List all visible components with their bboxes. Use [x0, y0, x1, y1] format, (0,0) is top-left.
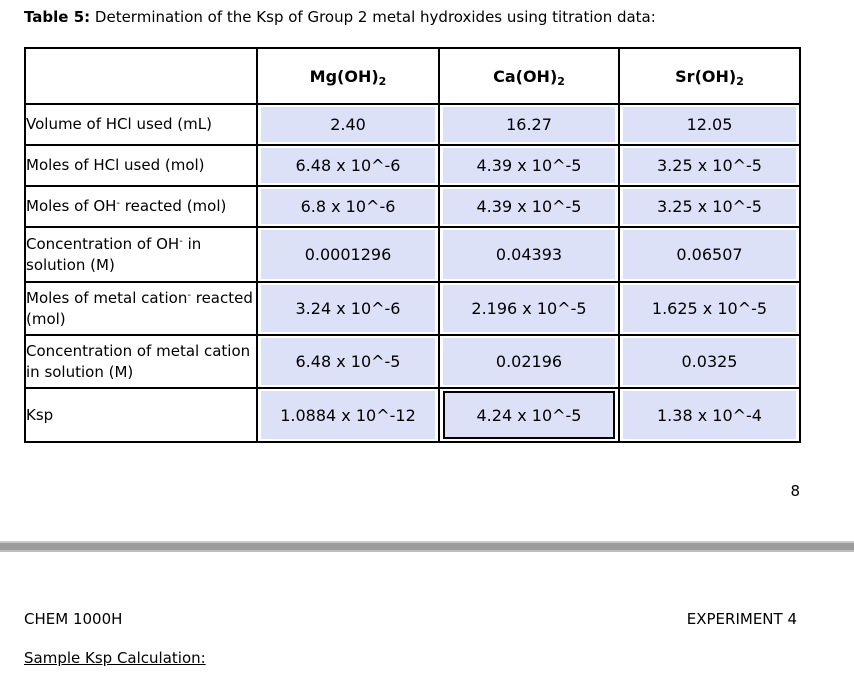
column-header-ca: Ca(OH)2: [438, 47, 620, 105]
subscript: 2: [736, 74, 744, 88]
row-label: Volume of HCl used (mL): [24, 103, 258, 146]
table-row-ksp: Ksp 1.0884 x 10^-12 4.24 x 10^-5 1.38 x …: [24, 387, 801, 443]
superscript-minus: -: [179, 235, 183, 247]
subscript: 2: [378, 74, 387, 88]
value-cell: 6.48 x 10^-6: [256, 144, 440, 187]
value-cell: 12.05: [618, 103, 801, 146]
column-header-label: Ca(OH): [493, 66, 558, 86]
value-cell: 6.8 x 10^-6: [256, 185, 440, 228]
row-label: Concentration of OH- in solution (M): [24, 226, 258, 283]
table-row-moles-hcl: Moles of HCl used (mol) 6.48 x 10^-6 4.3…: [24, 144, 801, 187]
table-row-moles-cation: Moles of metal cation- reacted (mol) 3.2…: [24, 281, 801, 336]
page-title: Table 5: Determination of the Ksp of Gro…: [24, 8, 656, 26]
row-label: Moles of metal cation- reacted (mol): [24, 281, 258, 336]
row-label: Concentration of metal cation in solutio…: [24, 334, 258, 389]
value-cell: 0.04393: [438, 226, 620, 283]
value-cell: 6.48 x 10^-5: [256, 334, 440, 389]
corner-cell: [24, 47, 258, 105]
row-label: Moles of OH- reacted (mol): [24, 185, 258, 228]
table-row-moles-oh: Moles of OH- reacted (mol) 6.8 x 10^-6 4…: [24, 185, 801, 228]
value-cell: 0.02196: [438, 334, 620, 389]
value-cell: 1.38 x 10^-4: [618, 387, 801, 443]
row-label: Moles of HCl used (mol): [24, 144, 258, 187]
value-cell: 1.625 x 10^-5: [618, 281, 801, 336]
value-cell: 3.24 x 10^-6: [256, 281, 440, 336]
superscript-minus: -: [116, 198, 121, 209]
table-row-conc-cation: Concentration of metal cation in solutio…: [24, 334, 801, 389]
table-row-volume-hcl: Volume of HCl used (mL) 2.40 16.27 12.05: [24, 103, 801, 146]
ksp-data-table: Mg(OH)2 Ca(OH)2 Sr(OH)2 Volume of HCl us…: [24, 47, 801, 443]
column-header-mg: Mg(OH)2: [256, 47, 440, 105]
value-cell: 0.0001296: [256, 226, 440, 283]
experiment-label: EXPERIMENT 4: [686, 610, 797, 628]
row-label: Ksp: [24, 387, 258, 443]
column-header-sr: Sr(OH)2: [618, 47, 801, 105]
table-caption: Determination of the Ksp of Group 2 meta…: [90, 8, 656, 26]
subscript: 2: [557, 74, 565, 88]
value-cell-ksp-highlighted: 4.24 x 10^-5: [438, 387, 620, 443]
value-cell: 2.196 x 10^-5: [438, 281, 620, 336]
value-cell: 4.39 x 10^-5: [438, 144, 620, 187]
table-row-conc-oh: Concentration of OH- in solution (M) 0.0…: [24, 226, 801, 283]
course-code: CHEM 1000H: [24, 610, 123, 628]
column-header-label: Sr(OH): [675, 66, 737, 86]
header-row: Mg(OH)2 Ca(OH)2 Sr(OH)2: [24, 47, 801, 105]
value-cell: 1.0884 x 10^-12: [256, 387, 440, 443]
column-header-label: Mg(OH): [309, 66, 379, 86]
table-number-label: Table 5:: [24, 8, 91, 26]
section-heading: Sample Ksp Calculation:: [24, 649, 206, 667]
value-cell: 0.06507: [618, 226, 801, 283]
value-cell: 16.27: [438, 103, 620, 146]
value-cell: 2.40: [256, 103, 440, 146]
page-number: 8: [790, 482, 800, 500]
superscript-minus: -: [187, 289, 191, 301]
value-cell: 3.25 x 10^-5: [618, 185, 801, 228]
value-cell: 3.25 x 10^-5: [618, 144, 801, 187]
section-divider: [0, 541, 854, 552]
value-cell: 0.0325: [618, 334, 801, 389]
value-cell: 4.39 x 10^-5: [438, 185, 620, 228]
